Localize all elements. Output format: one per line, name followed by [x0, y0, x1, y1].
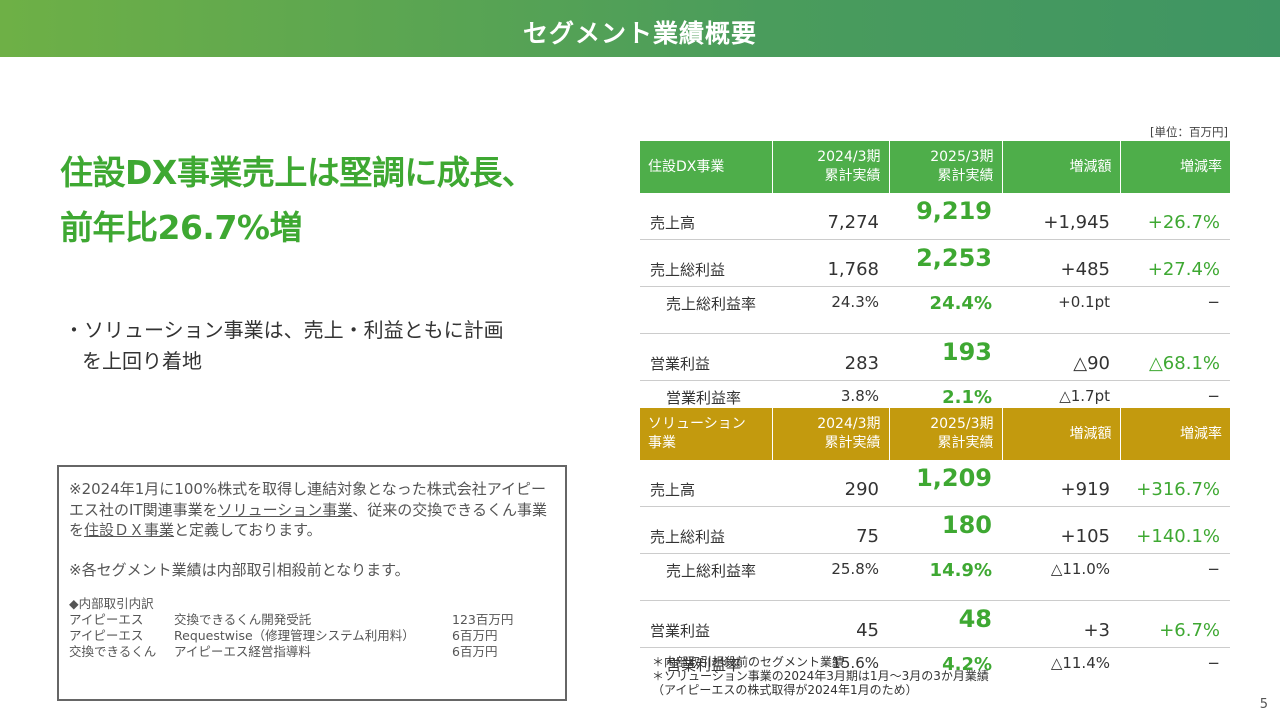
- table-row: 営業利益 283 193 △90 △68.1%: [640, 333, 1230, 381]
- table-row: 売上高 7,274 9,219 +1,945 +26.7%: [640, 193, 1230, 240]
- headline-line1: 住設DX事業売上は堅調に成長、: [60, 153, 535, 192]
- note-definition: ※2024年1月に100%株式を取得し連結対象となった株式会社アイピーエス社のI…: [69, 480, 547, 539]
- table-cell: 25.8%: [772, 553, 889, 601]
- table-cell: 48: [889, 600, 1002, 648]
- segment-name: ソリューション 事業: [640, 408, 773, 460]
- col-diff: 増減額: [1002, 408, 1121, 460]
- table-cell: △11.0%: [1002, 553, 1120, 601]
- table-cell: −: [1207, 654, 1220, 672]
- table-cell: −: [1120, 286, 1230, 334]
- note-intersegment: ※各セグメント業績は内部取引相殺前となります。: [69, 560, 410, 579]
- headline: 住設DX事業売上は堅調に成長、 前年比26.7%増: [60, 145, 535, 255]
- table-cell: 営業利益率: [666, 656, 742, 674]
- table-cell: 180: [889, 506, 1002, 554]
- table-cell: +3: [1002, 600, 1120, 648]
- table-cell: 15.6%: [831, 654, 879, 672]
- page-title: セグメント業績概要: [522, 19, 757, 48]
- table-cell: 4.2%: [942, 654, 992, 675]
- col-rate: 増減率: [1120, 141, 1230, 193]
- table-header: 住設DX事業 2024/3期 累計実績 2025/3期 累計実績 増減額 増減率: [640, 141, 1230, 193]
- table-row: 売上総利益率 24.3% 24.4% +0.1pt −: [640, 286, 1230, 334]
- footnotes: ＊内部取引相殺前のセグメント業績 ＊ソリューション事業の2024年3月期は1月～…: [652, 655, 989, 697]
- bullet-line2: を上回り着地: [82, 349, 202, 373]
- table-cell: +105: [1002, 506, 1120, 554]
- table-row: 営業利益率 3.8% 2.1% △1.7pt −: [640, 381, 1230, 428]
- table-cell: 2,253: [889, 239, 1002, 287]
- table-cell: 売上総利益: [640, 239, 772, 287]
- table-row: 売上総利益 75 180 +105 +140.1%: [640, 506, 1230, 554]
- table-cell: 7,274: [772, 193, 889, 240]
- intersegment-breakdown: ◆内部取引内訳 アイピーエス 交換できるくん開発受託 123百万円 アイピーエス Re…: [69, 596, 555, 660]
- footnote: （アイピーエスの株式取得が2024年1月のため）: [652, 683, 918, 697]
- header-bar: セグメント業績概要: [0, 0, 1280, 57]
- table-cell: +316.7%: [1120, 460, 1230, 507]
- table-cell: △68.1%: [1120, 333, 1230, 381]
- breakdown-row: アイピーエス 交換できるくん開発受託 123百万円: [69, 612, 514, 627]
- table-cell: +6.7%: [1120, 600, 1230, 648]
- table-cell: 3.8%: [840, 387, 879, 405]
- table-cell: 45: [772, 600, 889, 648]
- table-cell: 1,768: [772, 239, 889, 287]
- col-prev: 2024/3期 累計実績: [772, 141, 890, 193]
- table-cell: 売上総利益率: [640, 553, 772, 601]
- table-row: 売上総利益率 25.8% 14.9% △11.0% −: [640, 553, 1230, 601]
- table-header: ソリューション 事業 2024/3期 累計実績 2025/3期 累計実績 増減額…: [640, 408, 1230, 460]
- table-row: 売上高 290 1,209 +919 +316.7%: [640, 460, 1230, 507]
- table-cell: 売上総利益率: [640, 286, 772, 334]
- table-cell: +1,945: [1002, 193, 1120, 240]
- table-cell: +0.1pt: [1002, 286, 1120, 334]
- table-cell: 75: [772, 506, 889, 554]
- table-cell: 売上総利益: [640, 506, 772, 554]
- table-cell: 1,209: [889, 460, 1002, 507]
- table-cell: 9,219: [889, 193, 1002, 240]
- table-cell: △90: [1002, 333, 1120, 381]
- table-cell: +140.1%: [1120, 506, 1230, 554]
- table-cell: 営業利益: [640, 600, 772, 648]
- table-cell: +26.7%: [1120, 193, 1230, 240]
- solution-table: ソリューション 事業 2024/3期 累計実績 2025/3期 累計実績 増減額…: [640, 408, 1230, 694]
- note-box: ※2024年1月に100%株式を取得し連結対象となった株式会社アイピーエス社のI…: [57, 465, 567, 701]
- headline-line2: 前年比26.7%増: [60, 208, 303, 247]
- table-cell: −: [1207, 387, 1220, 405]
- table-cell: 売上高: [640, 193, 772, 240]
- table-row: 営業利益 45 48 +3 +6.7%: [640, 600, 1230, 648]
- col-curr: 2025/3期 累計実績: [889, 141, 1003, 193]
- table-cell: 14.9%: [889, 553, 1002, 601]
- col-diff: 増減額: [1002, 141, 1121, 193]
- col-curr: 2025/3期 累計実績: [889, 408, 1003, 460]
- table-cell: −: [1120, 553, 1230, 601]
- table-cell: 290: [772, 460, 889, 507]
- table-cell: 営業利益率: [666, 389, 742, 407]
- table-cell: 営業利益: [640, 333, 772, 381]
- segment-name: 住設DX事業: [640, 141, 773, 193]
- footnote: ＊ソリューション事業の2024年3月期は1月～3月の3か月業績: [652, 669, 989, 683]
- table-cell: +27.4%: [1120, 239, 1230, 287]
- table-cell: 193: [889, 333, 1002, 381]
- col-rate: 増減率: [1120, 408, 1230, 460]
- footnote: ＊内部取引相殺前のセグメント業績: [652, 655, 845, 669]
- bullet-point: ・ソリューション事業は、売上・利益ともに計画 を上回り着地: [64, 315, 504, 377]
- table-cell: 24.4%: [889, 286, 1002, 334]
- table-cell: +919: [1002, 460, 1120, 507]
- table-row: 売上総利益 1,768 2,253 +485 +27.4%: [640, 239, 1230, 287]
- table-cell: 2.1%: [942, 387, 992, 408]
- page-number: 5: [1259, 697, 1268, 712]
- table-cell: △11.4%: [1050, 654, 1110, 672]
- table-row: 営業利益率 15.6% 4.2% △11.4% −: [640, 648, 1230, 695]
- table-cell: 283: [772, 333, 889, 381]
- table-cell: △1.7pt: [1059, 387, 1110, 405]
- breakdown-row: アイピーエス Requestwise（修理管理システム利用料） 6百万円: [69, 628, 498, 643]
- breakdown-row: 交換できるくん アイピーエス経営指導料 6百万円: [69, 644, 498, 659]
- bullet-line1: ・ソリューション事業は、売上・利益ともに計画: [64, 318, 504, 342]
- unit-label: [単位：百万円]: [1150, 125, 1228, 139]
- table-cell: 24.3%: [772, 286, 889, 334]
- breakdown-title: ◆内部取引内訳: [69, 596, 154, 611]
- housing-dx-table: 住設DX事業 2024/3期 累計実績 2025/3期 累計実績 増減額 増減率…: [640, 141, 1230, 427]
- table-cell: 売上高: [640, 460, 772, 507]
- col-prev: 2024/3期 累計実績: [772, 408, 890, 460]
- table-cell: +485: [1002, 239, 1120, 287]
